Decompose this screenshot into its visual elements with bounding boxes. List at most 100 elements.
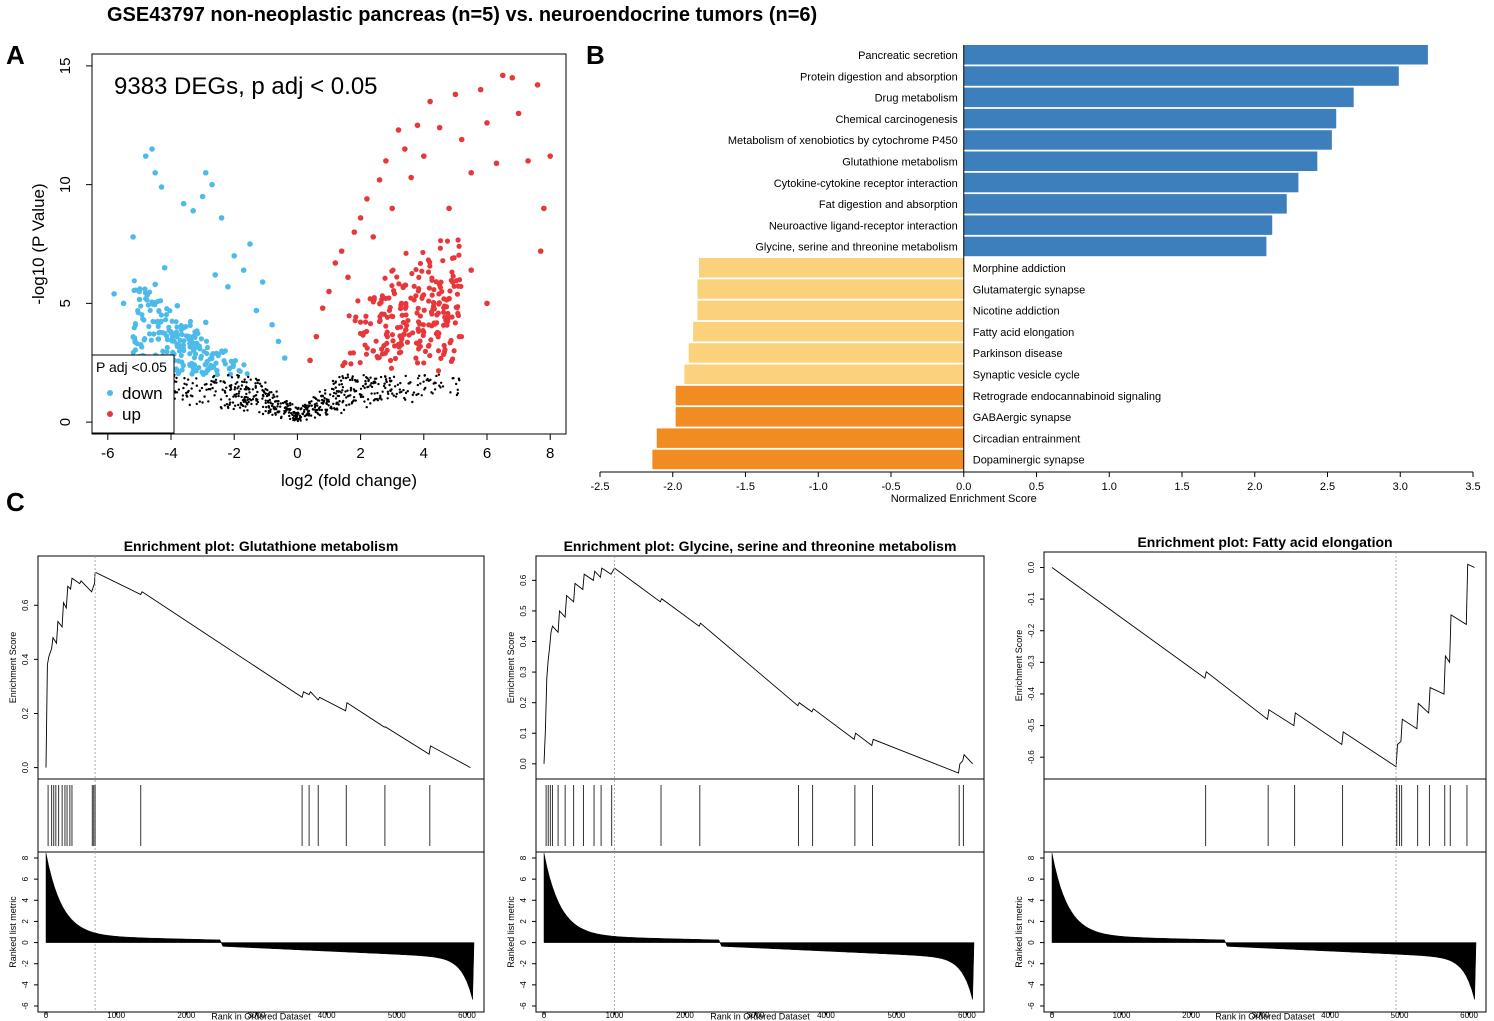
ns-point [314,408,318,412]
down-point [218,215,225,221]
ns-point [302,410,306,414]
es-y-tick-label: 0.2 [519,697,528,709]
ns-point [316,404,319,407]
nes-bar-label: Chemical carcinogenesis [835,114,958,126]
es-y-tick-label: 0.2 [21,707,30,719]
ns-point [261,397,264,400]
down-point [174,367,180,373]
ns-point [267,409,270,413]
ns-point [353,390,357,393]
up-point [390,338,396,344]
ns-point [379,396,382,399]
x-tick-label: 5000 [888,1011,906,1020]
metric-y-tick-label: 8 [519,855,528,860]
ns-point [175,376,178,380]
ns-point [182,386,185,390]
ns-point [203,395,206,398]
ns-point [285,409,288,412]
ns-point [359,387,363,390]
ns-point [183,377,186,380]
up-point [402,146,408,152]
ns-point [243,380,246,384]
ns-point [256,400,260,404]
ns-point [342,408,346,412]
metric-y-tick-label: -2 [21,960,30,968]
ns-point [349,394,352,397]
ns-point [219,398,223,401]
ns-point [273,395,276,398]
ns-point [338,383,341,386]
ns-point [423,374,426,377]
up-point [409,270,415,277]
up-point [408,174,414,181]
up-point [351,229,358,235]
gsea-plot-2: Enrichment plot: Glycine, serine and thr… [506,538,985,1021]
ns-point [365,376,368,379]
down-point [269,321,275,328]
ns-point [205,388,208,391]
ns-point [398,388,402,391]
ns-point [334,392,338,395]
ns-point [271,402,274,406]
legend-up-label: up [122,405,141,424]
metric-y-tick-label: -6 [21,1002,30,1010]
ns-point [264,401,267,405]
down-point [226,366,232,372]
nes-bar [675,407,964,427]
ns-point [256,390,259,394]
down-point [157,329,163,335]
ns-point [392,375,396,379]
ns-point [297,417,300,421]
down-point [161,264,168,271]
ns-point [387,392,390,396]
down-point [199,193,206,200]
down-point [203,361,209,367]
y-tick-label: 10 [57,176,74,193]
down-point [162,330,168,336]
down-point [152,281,158,288]
ns-point [402,388,405,392]
ns-point [245,385,248,388]
ns-point [359,395,363,399]
ns-point [347,403,351,406]
ns-point [288,417,292,421]
ns-point [388,377,391,380]
ns-point [320,398,324,402]
ns-point [280,415,283,419]
ns-point [240,384,244,387]
up-point [435,310,441,316]
up-point [438,355,444,361]
ns-point [221,388,224,391]
ns-point [352,396,356,399]
ns-point [272,393,275,397]
nes-bar [963,108,1337,129]
ns-point [332,407,336,410]
ns-point [341,374,344,378]
up-point [525,158,531,164]
down-point [142,335,148,342]
down-point [275,338,282,345]
down-point [221,358,227,364]
up-point [307,357,313,364]
ns-point [356,380,359,383]
up-point [440,309,447,315]
ns-point [262,395,265,398]
ns-point [337,390,340,393]
up-point [389,332,396,338]
es-y-axis-label: Enrichment Score [506,632,516,704]
ns-point [297,406,300,410]
up-point [441,322,447,328]
down-point [190,207,196,214]
up-point [421,307,427,313]
x-tick-label: -0.5 [882,481,901,493]
up-point [417,313,423,319]
ns-point [264,381,267,384]
es-y-tick-label: -0.6 [1027,750,1036,764]
x-tick-label: 4000 [1321,1011,1339,1020]
up-point [455,237,461,243]
up-point [413,266,419,273]
up-point [449,314,455,320]
ns-point [363,386,366,390]
ns-point [325,410,328,413]
es-y-tick-label: 0.4 [519,635,528,647]
